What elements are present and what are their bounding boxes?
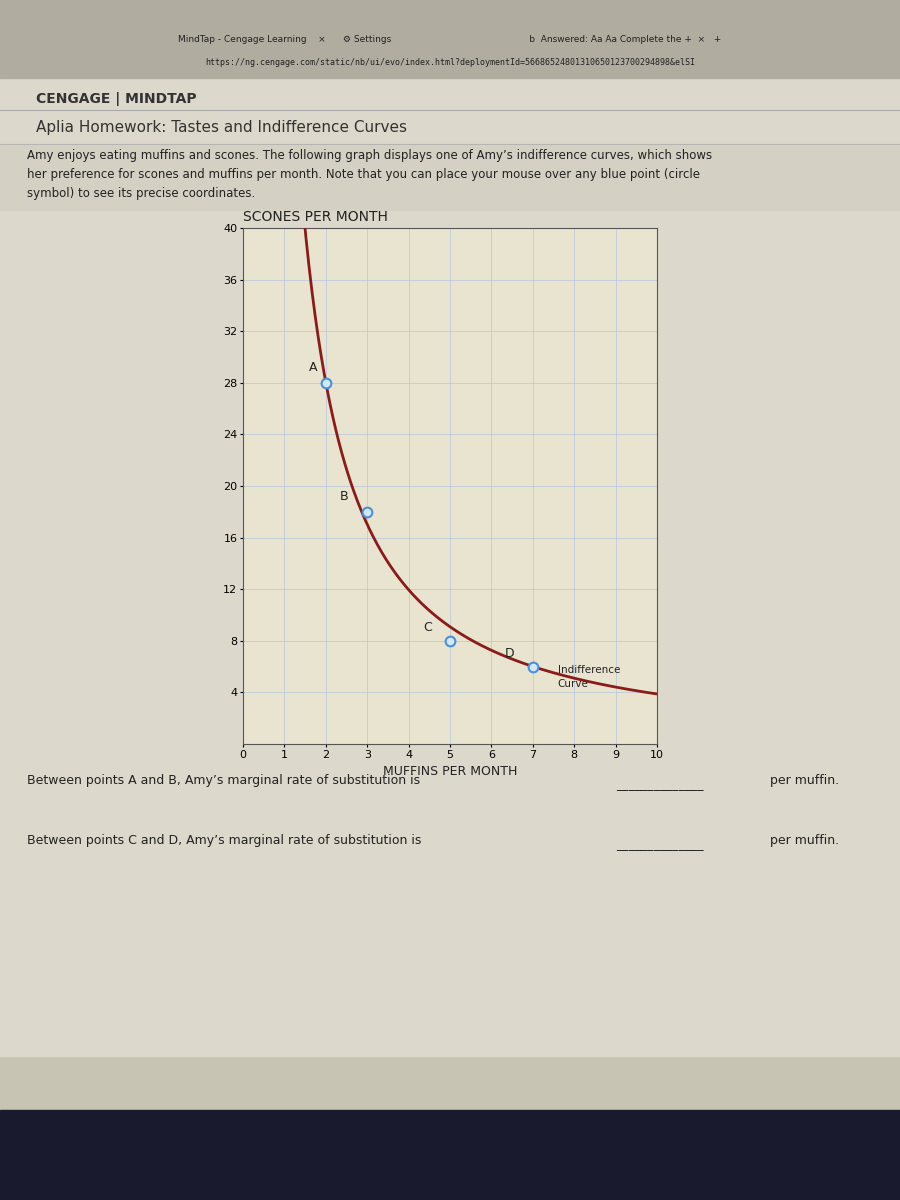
Text: her preference for scones and muffins per month. Note that you can place your mo: her preference for scones and muffins pe…: [27, 168, 700, 181]
Text: C: C: [423, 622, 432, 635]
Text: B: B: [340, 490, 348, 503]
Bar: [0, 144, 900, 210]
Text: ______________: ______________: [616, 778, 704, 791]
X-axis label: MUFFINS PER MONTH: MUFFINS PER MONTH: [382, 766, 518, 778]
Bar: [0, 1110, 900, 1200]
Text: A: A: [309, 361, 318, 373]
Text: ______________: ______________: [616, 838, 704, 851]
Bar: [0, 0, 900, 78]
Text: Aplia Homework: Tastes and Indifference Curves: Aplia Homework: Tastes and Indifference …: [36, 120, 407, 134]
Text: per muffin.: per muffin.: [770, 774, 839, 787]
Text: D: D: [505, 647, 515, 660]
Text: per muffin.: per muffin.: [770, 834, 839, 847]
Text: CENGAGE | MINDTAP: CENGAGE | MINDTAP: [36, 92, 196, 107]
Text: Amy enjoys eating muffins and scones. The following graph displays one of Amy’s : Amy enjoys eating muffins and scones. Th…: [27, 149, 712, 162]
Text: MindTap - Cengage Learning    ×      ⚙ Settings                                 : MindTap - Cengage Learning × ⚙ Settings: [178, 35, 722, 44]
Bar: [0, 72, 900, 1056]
Text: https://ng.cengage.com/static/nb/ui/evo/index.html?deploymentId=5668652480131065: https://ng.cengage.com/static/nb/ui/evo/…: [205, 58, 695, 67]
Text: Between points C and D, Amy’s marginal rate of substitution is: Between points C and D, Amy’s marginal r…: [27, 834, 421, 847]
Text: SCONES PER MONTH: SCONES PER MONTH: [243, 210, 388, 224]
Text: Indifference
Curve: Indifference Curve: [558, 665, 620, 689]
Text: Between points A and B, Amy’s marginal rate of substitution is: Between points A and B, Amy’s marginal r…: [27, 774, 420, 787]
Text: symbol) to see its precise coordinates.: symbol) to see its precise coordinates.: [27, 187, 256, 200]
